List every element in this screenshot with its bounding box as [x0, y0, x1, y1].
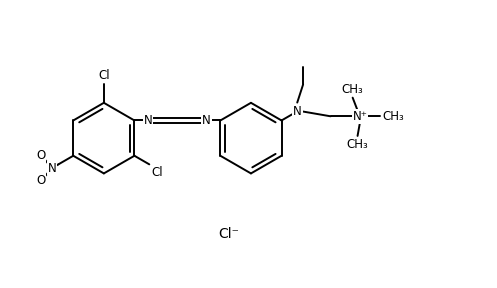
Text: CH₃: CH₃: [347, 138, 368, 151]
Text: CH₃: CH₃: [342, 83, 363, 96]
Text: Cl: Cl: [98, 69, 110, 82]
Text: N: N: [293, 105, 302, 118]
Text: N: N: [48, 162, 57, 175]
Text: N: N: [144, 114, 153, 127]
Text: Cl: Cl: [151, 166, 163, 179]
Text: O: O: [37, 149, 46, 162]
Text: N: N: [202, 114, 211, 127]
Text: Cl⁻: Cl⁻: [218, 227, 240, 241]
Text: N⁺: N⁺: [352, 110, 367, 123]
Text: CH₃: CH₃: [382, 110, 404, 123]
Text: O: O: [37, 174, 46, 187]
